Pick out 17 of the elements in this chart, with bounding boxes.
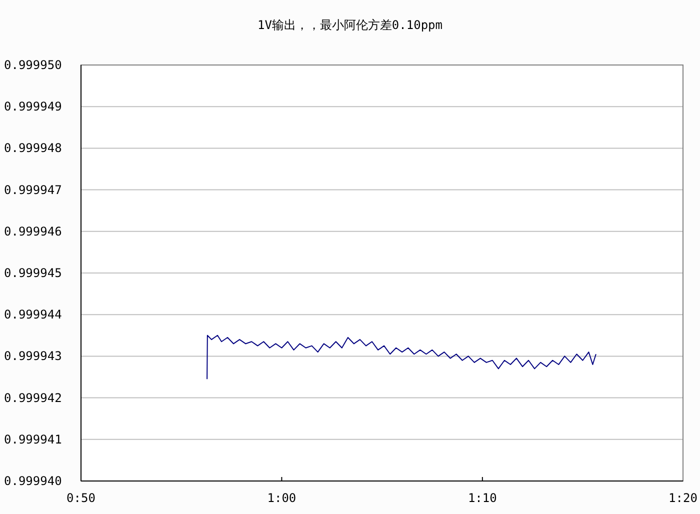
y-tick-label: 0.999948 [4,141,62,156]
y-tick-label: 0.999945 [4,266,62,280]
y-tick-label: 0.999942 [4,390,62,405]
y-tick-label: 0.999944 [4,308,62,322]
line-series [206,334,596,380]
y-tick-label: 0.999940 [4,474,62,488]
y-tick-label: 0.999947 [4,182,62,197]
x-tick-label: 1:20 [668,491,698,505]
y-tick-label: 0.999946 [4,224,62,238]
x-tick-label: 0:50 [66,491,96,505]
y-tick-label: 0.999949 [4,100,62,114]
y-tick-label: 0.999941 [4,432,62,446]
y-tick-label: 0.999943 [4,349,62,364]
x-tick-label: 1:00 [267,491,296,505]
x-tick-label: 1:10 [468,491,497,505]
y-tick-label: 0.999950 [4,58,62,72]
chart-title: 1V输出，，最小阿伦方差0.10ppm [257,18,443,32]
